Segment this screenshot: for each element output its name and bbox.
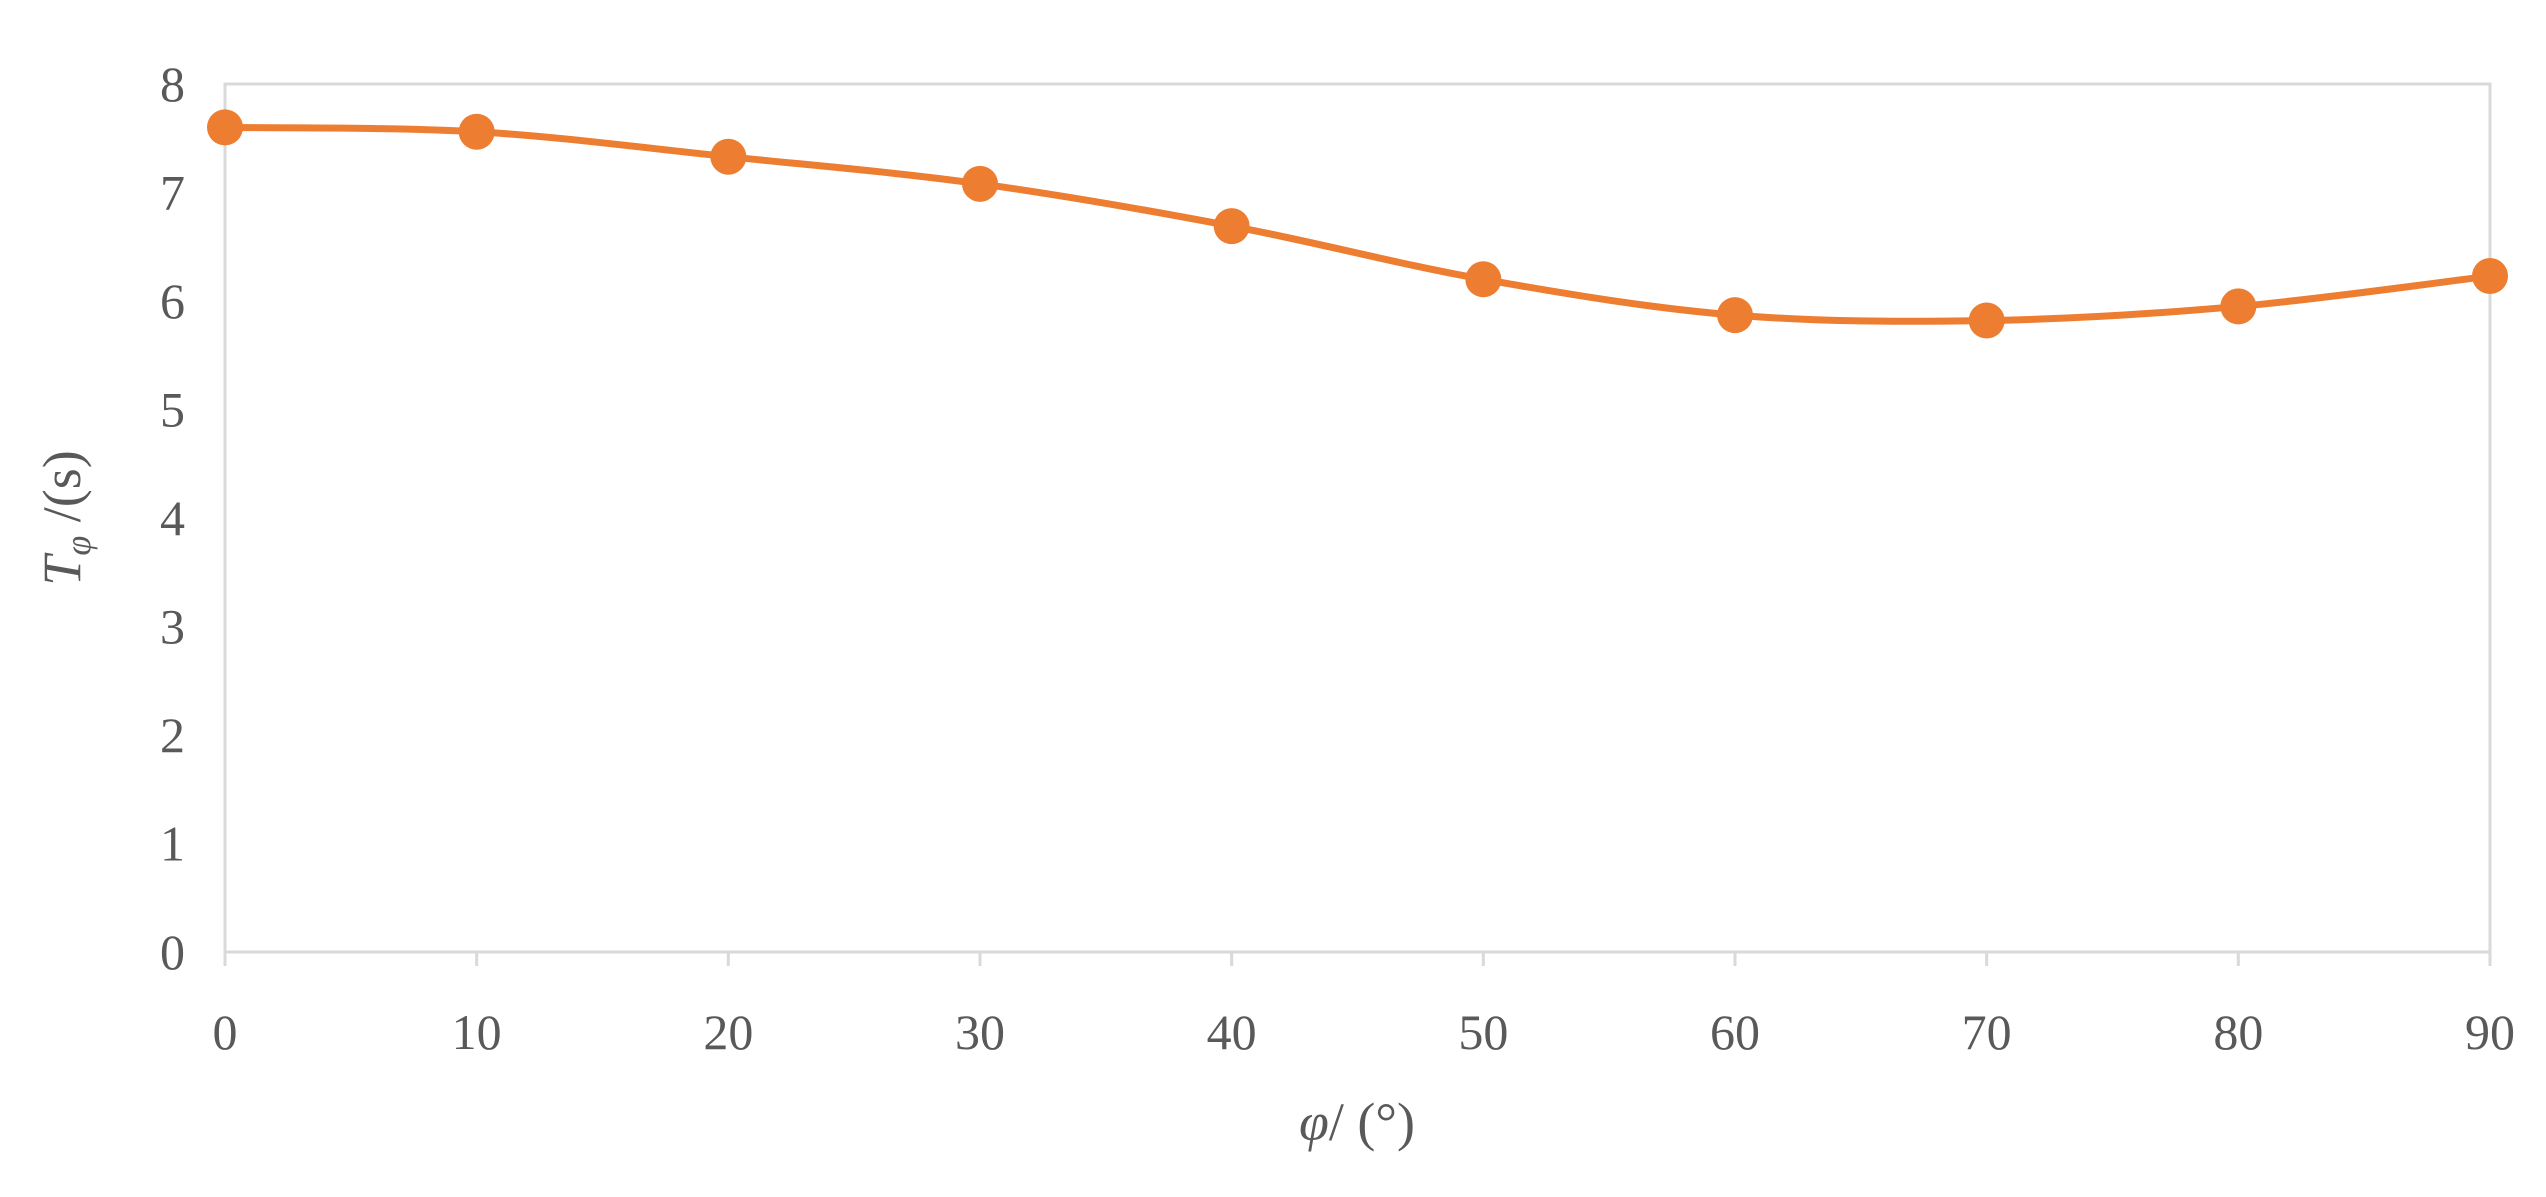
y-axis-unit: /(s) bbox=[32, 450, 92, 535]
x-tick-label: 50 bbox=[1458, 1004, 1508, 1060]
y-tick-label: 2 bbox=[160, 707, 185, 763]
data-point bbox=[710, 138, 747, 175]
x-tick-label: 70 bbox=[1962, 1004, 2012, 1060]
y-tick-label: 1 bbox=[160, 816, 185, 872]
x-tick-label: 30 bbox=[955, 1004, 1005, 1060]
data-point bbox=[962, 165, 998, 202]
x-tick-label: 0 bbox=[213, 1004, 238, 1060]
y-axis-title: Tφ /(s) bbox=[32, 450, 98, 585]
x-tick-label: 90 bbox=[2465, 1004, 2515, 1060]
data-point bbox=[458, 113, 495, 150]
series-line bbox=[221, 123, 2494, 325]
x-axis: 0 10 20 30 40 50 60 70 80 90 bbox=[213, 952, 2515, 1060]
y-tick-label: 8 bbox=[160, 56, 185, 112]
data-point bbox=[1717, 297, 1753, 334]
x-axis-title: φ/ (°) bbox=[1299, 1092, 1415, 1152]
y-tick-label: 5 bbox=[160, 382, 185, 438]
x-tick-label: 80 bbox=[2213, 1004, 2263, 1060]
y-tick-label: 4 bbox=[160, 490, 185, 546]
plot-frame bbox=[223, 82, 2492, 954]
y-axis-symbol: T bbox=[32, 552, 92, 586]
series-layer bbox=[207, 109, 2508, 339]
x-tick-label: 40 bbox=[1207, 1004, 1257, 1060]
y-tick-label: 6 bbox=[160, 273, 185, 329]
x-tick-label: 20 bbox=[703, 1004, 753, 1060]
x-axis-symbol: φ bbox=[1299, 1092, 1329, 1152]
x-tick-label: 60 bbox=[1710, 1004, 1760, 1060]
data-point bbox=[2472, 258, 2508, 295]
y-tick-label: 0 bbox=[160, 924, 185, 980]
x-tick-label: 10 bbox=[452, 1004, 502, 1060]
y-axis: 0 1 2 3 4 5 6 7 8 bbox=[160, 56, 185, 980]
y-tick-label: 7 bbox=[160, 165, 185, 221]
y-tick-label: 3 bbox=[160, 599, 185, 655]
data-point bbox=[1968, 302, 2005, 339]
y-axis-subscript: φ bbox=[58, 536, 98, 556]
data-point bbox=[207, 109, 243, 146]
data-point bbox=[2220, 288, 2257, 325]
x-axis-unit: / (°) bbox=[1329, 1092, 1415, 1152]
data-point bbox=[1213, 208, 1250, 245]
data-point bbox=[1465, 261, 1502, 298]
